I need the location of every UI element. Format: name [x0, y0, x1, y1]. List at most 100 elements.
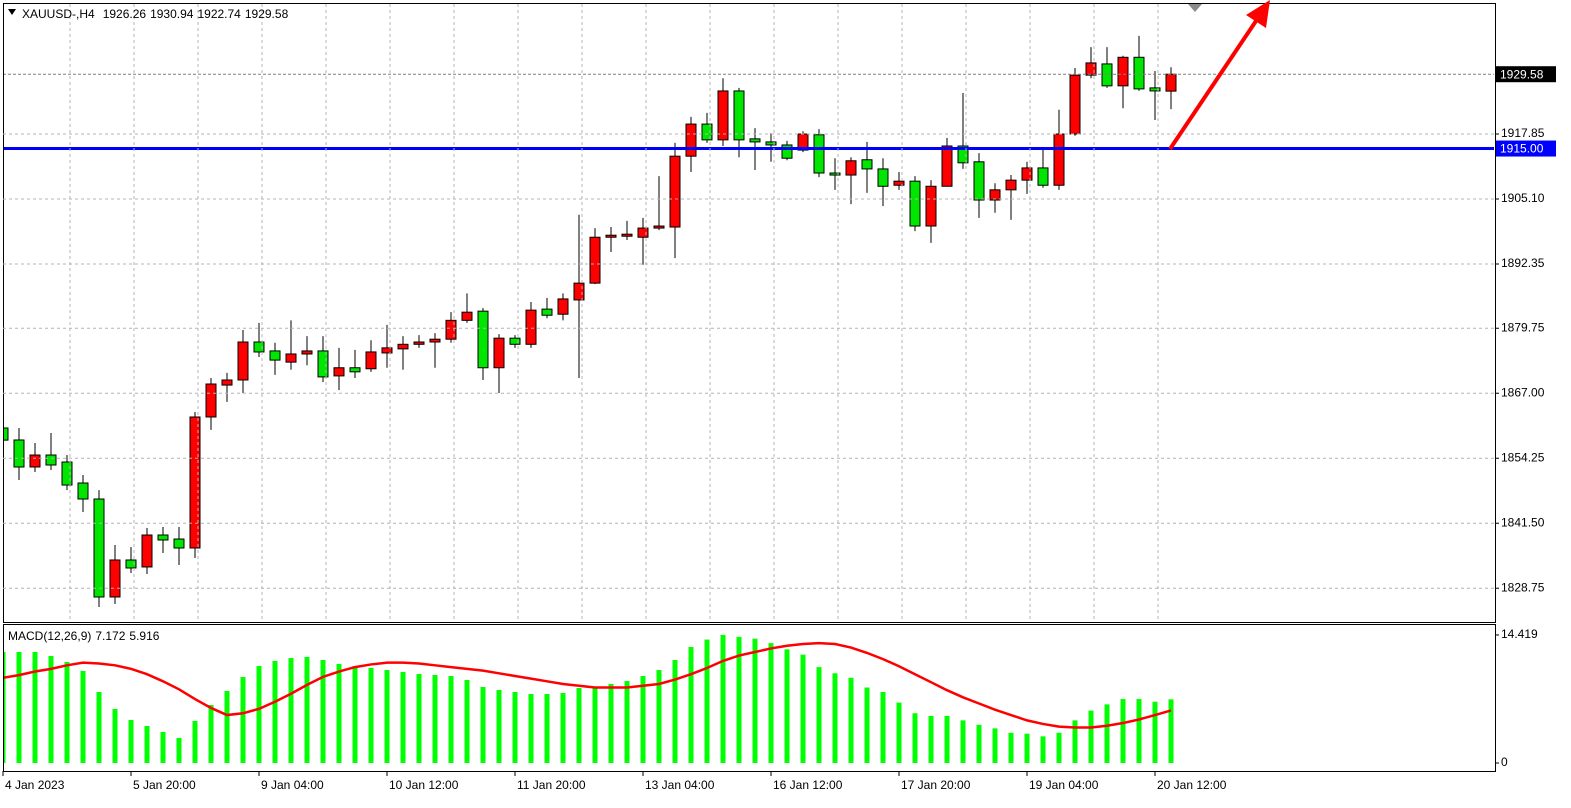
candle-body [1117, 56, 1129, 87]
candle-body [93, 498, 105, 598]
macd-bar [704, 639, 710, 764]
macd-bar [128, 720, 134, 764]
candle-body [61, 461, 73, 486]
macd-bar [496, 690, 502, 764]
macd-bar [752, 638, 758, 764]
candle-body [1165, 73, 1177, 92]
macd-bar [992, 728, 998, 764]
header: XAUUSD-,H4 1926.26 1930.94 1922.74 1929.58 [22, 7, 289, 21]
candle-body [829, 172, 841, 176]
macd-bar [944, 715, 950, 764]
candle-body [413, 341, 425, 345]
macd-bar [1136, 699, 1142, 764]
menu-triangle [8, 9, 16, 15]
macd-bar [832, 673, 838, 764]
macd-bar [1088, 710, 1094, 764]
candle-body [381, 347, 393, 354]
macd-bar [1104, 704, 1110, 764]
candle-body [541, 308, 553, 316]
candle-body [429, 338, 441, 343]
x-tick-label: 17 Jan 20:00 [901, 778, 971, 792]
signal-value: 5.916 [129, 629, 159, 643]
macd-bar [560, 693, 566, 764]
macd-bar [1040, 736, 1046, 764]
macd-bar [192, 721, 198, 764]
macd-bar [288, 658, 294, 764]
candle-body [445, 319, 457, 340]
macd-bar [112, 709, 118, 764]
candle-body [317, 350, 329, 378]
candle-body [189, 416, 201, 549]
macd-bar [384, 670, 390, 764]
macd-bar [176, 737, 182, 764]
macd-bar [1056, 732, 1062, 764]
candle-body [701, 123, 713, 141]
macd-bar [96, 691, 102, 764]
candle-body [1005, 179, 1017, 191]
y-tick-label: 1828.75 [1501, 580, 1545, 594]
candle-body [509, 337, 521, 345]
level-label: 1915.00 [1500, 142, 1544, 156]
candle-body [589, 236, 601, 284]
candle-body [349, 367, 361, 373]
candle-body [1149, 87, 1161, 92]
macd-bar [448, 675, 454, 764]
macd-bar [528, 694, 534, 764]
candle-body [205, 383, 217, 418]
candle-body [621, 233, 633, 237]
macd-bar [432, 674, 438, 764]
macd-bar [928, 715, 934, 764]
x-tick-label: 13 Jan 04:00 [645, 778, 715, 792]
macd-bar [160, 732, 166, 764]
candle-body [365, 351, 377, 370]
macd-bar [304, 656, 310, 764]
candle-body [1037, 167, 1049, 186]
macd-bar [672, 659, 678, 764]
macd-bar [864, 687, 870, 764]
x-tick-label: 9 Jan 04:00 [261, 778, 324, 792]
macd-bar [592, 686, 598, 764]
macd-bar [64, 662, 70, 764]
candle-body [237, 341, 249, 381]
macd-bar [336, 663, 342, 764]
macd-bar [912, 713, 918, 764]
candle-body [989, 189, 1001, 201]
price-panel-frame [3, 3, 1496, 623]
header-open: 1926.26 [103, 7, 147, 21]
candle-body [877, 168, 889, 187]
candle-body [477, 310, 489, 369]
macd-bar [256, 666, 262, 764]
macd-title: MACD(12,26,9) [8, 629, 91, 643]
macd-bar [80, 671, 86, 764]
macd-bar [416, 674, 422, 764]
signal-line [4, 641, 1172, 729]
candle-body [669, 155, 681, 228]
macd-bar [512, 691, 518, 764]
candle-body [253, 341, 265, 353]
price-label-box [1496, 66, 1556, 83]
candle-body [957, 145, 969, 164]
candle-body [461, 311, 473, 321]
macd-bar [976, 724, 982, 764]
macd-value: 7.172 [95, 629, 125, 643]
level-label-box [1496, 140, 1556, 157]
macd-bar [1072, 720, 1078, 764]
macd-bar [656, 670, 662, 764]
x-tick-label: 11 Jan 20:00 [517, 778, 586, 792]
macd-bar [736, 636, 742, 764]
candle-body [861, 159, 873, 170]
shift-marker [1188, 4, 1202, 12]
macd-bar [624, 681, 630, 764]
macd-bar [768, 643, 774, 764]
y-tick-label: 14.419 [1501, 627, 1538, 641]
macd-bar [464, 679, 470, 764]
x-tick-label: 4 Jan 2023 [5, 778, 65, 792]
y-tick-label: 1917.85 [1501, 126, 1545, 140]
candle-body [125, 559, 137, 569]
x-tick-label: 19 Jan 04:00 [1029, 778, 1099, 792]
candle-body [1069, 74, 1081, 135]
macd-bar [720, 634, 726, 764]
macd-bar [1008, 732, 1014, 764]
